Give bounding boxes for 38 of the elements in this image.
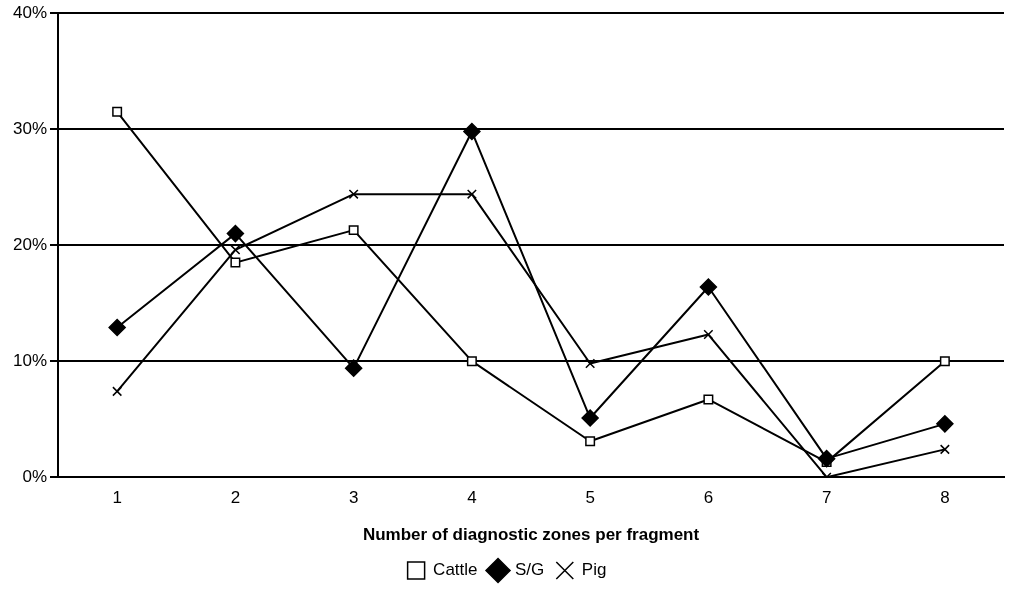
point bbox=[112, 106, 123, 117]
point bbox=[939, 444, 950, 455]
point bbox=[585, 358, 596, 369]
point bbox=[344, 359, 363, 377]
point bbox=[226, 224, 245, 243]
point bbox=[939, 356, 950, 367]
legend-label: Cattle bbox=[433, 560, 478, 580]
point bbox=[348, 225, 359, 236]
point bbox=[466, 189, 477, 200]
x-axis-title: Number of diagnostic zones per fragment bbox=[362, 525, 700, 545]
point bbox=[699, 278, 718, 296]
point bbox=[936, 415, 954, 433]
x-tick-label: 7 bbox=[821, 488, 832, 508]
point bbox=[112, 386, 123, 397]
point bbox=[463, 122, 481, 141]
point bbox=[348, 189, 359, 200]
point bbox=[703, 329, 714, 340]
x-tick-label: 1 bbox=[112, 488, 122, 508]
point bbox=[466, 356, 477, 367]
point bbox=[230, 257, 241, 268]
y-tick-label: 20% bbox=[12, 234, 48, 254]
y-tick-label: 0% bbox=[22, 466, 48, 486]
point bbox=[581, 409, 599, 427]
legend-label: Pig bbox=[581, 560, 607, 580]
y-tick-label: 30% bbox=[12, 118, 48, 138]
y-tick-label: 10% bbox=[12, 350, 48, 370]
point bbox=[817, 449, 836, 468]
x-tick-label: 6 bbox=[703, 488, 714, 508]
point bbox=[585, 436, 596, 447]
x-tick-label: 8 bbox=[940, 488, 950, 508]
y-tick-label: 40% bbox=[12, 2, 48, 22]
point bbox=[703, 394, 714, 405]
x-tick-label: 3 bbox=[348, 488, 359, 508]
x-tick-label: 4 bbox=[467, 488, 477, 508]
x-tick-label: 2 bbox=[230, 488, 241, 508]
x-tick-label: 5 bbox=[585, 488, 595, 508]
point bbox=[108, 318, 126, 337]
legend-label: S/G bbox=[515, 560, 545, 580]
